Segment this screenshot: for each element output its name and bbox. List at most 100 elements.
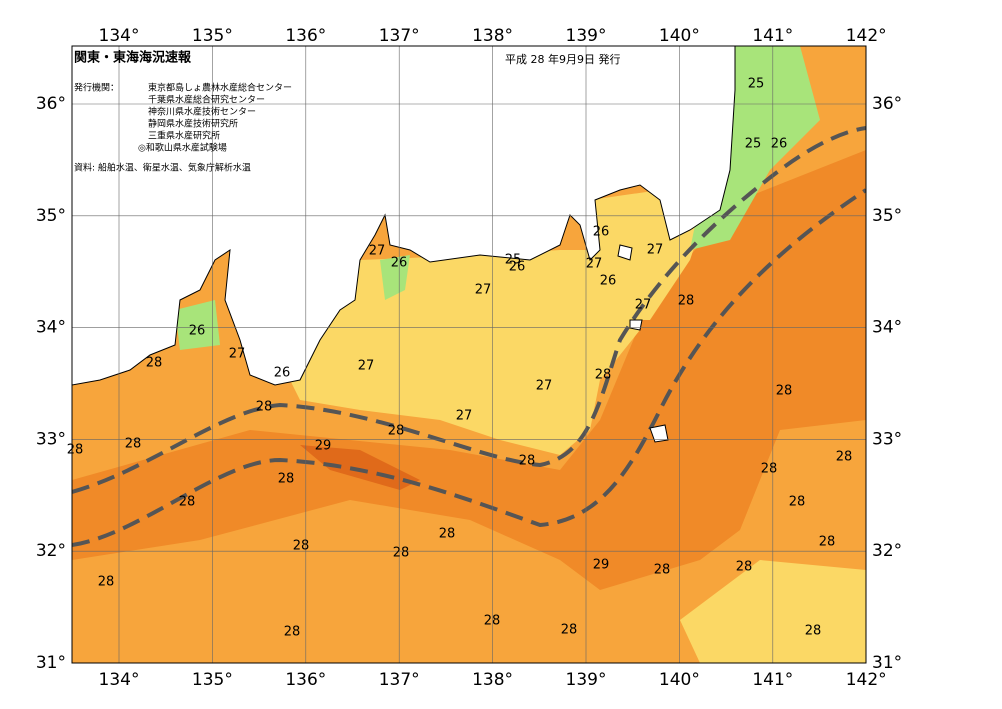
island: [649, 424, 669, 443]
current-axis: [72, 188, 866, 547]
current-axis: [72, 126, 866, 494]
isotherm-label: 26: [274, 366, 291, 381]
isotherm-label: 28: [125, 437, 142, 452]
lat-label: 33°: [36, 429, 66, 449]
lon-label: 136°: [285, 670, 326, 690]
graticule: [72, 46, 867, 664]
lon-label: 141°: [752, 26, 793, 46]
isotherm-label: 27: [647, 243, 664, 258]
isotherm-label: 27: [635, 298, 652, 313]
isotherm-label: 28: [561, 623, 578, 638]
isotherm-label: 28: [439, 527, 456, 542]
isotherm-label: 28: [819, 535, 836, 550]
isotherm-label: 28: [179, 495, 196, 510]
lat-label: 32°: [872, 541, 902, 561]
isotherm-label: 29: [315, 439, 332, 454]
issuer-label: 発行機関：: [74, 82, 119, 94]
isotherm-label: 28: [836, 450, 853, 465]
isotherm-label: 28: [293, 539, 310, 554]
isotherm-label: 28: [761, 462, 778, 477]
lon-label: 141°: [752, 670, 793, 690]
isotherm-label: 26: [593, 225, 610, 240]
isotherm-label: 27: [536, 379, 553, 394]
lat-label: 32°: [36, 541, 66, 561]
lon-label: 135°: [192, 26, 233, 46]
lon-label: 134°: [99, 26, 140, 46]
info-panel: 関東・東海海況速報 平成 28 年9月9日 発行 発行機関： 東京都島しょ農林水…: [74, 50, 620, 174]
lat-label: 34°: [872, 318, 902, 338]
lon-label: 138°: [472, 26, 513, 46]
issuer: 神奈川県水産技術センター: [148, 106, 256, 118]
isotherm-label: 28: [98, 575, 115, 590]
issue-date: 平成 28 年9月9日 発行: [505, 52, 620, 66]
isotherm-label: 27: [586, 257, 603, 272]
isotherm-label: 25: [748, 77, 765, 92]
lat-label: 33°: [872, 429, 902, 449]
lon-label: 135°: [192, 670, 233, 690]
isotherm-label: 29: [593, 558, 610, 573]
cold-water: [175, 300, 220, 350]
isotherm-label: 28: [393, 546, 410, 561]
lat-label: 31°: [36, 653, 66, 673]
frame: [71, 45, 867, 664]
lon-label: 140°: [659, 26, 700, 46]
isotherm-label: 27: [456, 409, 473, 424]
isotherm-label: 28: [278, 472, 295, 487]
island: [629, 319, 643, 331]
lat-label: 36°: [36, 94, 66, 114]
lon-label: 139°: [566, 26, 607, 46]
isotherm-label: 28: [789, 495, 806, 510]
isotherm-label: 28: [284, 625, 301, 640]
isotherm-label: 28: [595, 368, 612, 383]
lat-label: 36°: [872, 94, 902, 114]
lon-label: 140°: [659, 670, 700, 690]
isotherm-label: 28: [388, 424, 405, 439]
issuer: 静岡県水産技術研究所: [148, 118, 238, 130]
issuer: 東京都島しょ農林水産総合センター: [148, 82, 292, 94]
isotherm-label: 28: [678, 294, 695, 309]
isotherm-label: 26: [391, 256, 408, 271]
lat-label: 35°: [36, 206, 66, 226]
isotherm-label: 27: [358, 359, 375, 374]
isotherm-label: 25: [745, 137, 762, 152]
lon-label: 137°: [379, 26, 420, 46]
lat-label: 35°: [872, 206, 902, 226]
issuer: ◎和歌山県水産試験場: [138, 142, 227, 154]
lon-label: 142°: [846, 26, 887, 46]
lon-label: 142°: [846, 670, 887, 690]
lon-label: 137°: [379, 670, 420, 690]
island: [617, 244, 633, 261]
isotherm-label: 26: [771, 137, 788, 152]
source: 資料: 船舶水温、衛星水温、気象庁解析水温: [74, 162, 251, 174]
lon-label: 136°: [285, 26, 326, 46]
isotherm-label: 28: [67, 443, 84, 458]
cool-water: [290, 250, 640, 455]
cold-water: [380, 255, 410, 300]
issuer: 千葉県水産総合研究センター: [148, 94, 265, 106]
lon-label: 134°: [99, 670, 140, 690]
isotherm-label: 28: [776, 384, 793, 399]
isotherm-label: 28: [146, 356, 163, 371]
isotherm-label: 26: [600, 274, 617, 289]
lat-label: 34°: [36, 318, 66, 338]
isotherm-label: 28: [654, 563, 671, 578]
issuer: 三重県水産研究所: [148, 130, 220, 142]
isotherm-label: 26: [189, 324, 206, 339]
lon-label: 138°: [472, 670, 513, 690]
lon-label: 139°: [566, 670, 607, 690]
isotherm-label: 27: [475, 283, 492, 298]
lat-label: 31°: [872, 653, 902, 673]
warm-band: [72, 150, 866, 590]
isotherm-label: 28: [256, 400, 273, 415]
isotherm-label: 28: [736, 560, 753, 575]
isotherm-label: 27: [369, 244, 386, 259]
isotherm-label: 28: [519, 454, 536, 469]
isotherm-label: 28: [805, 624, 822, 639]
isotherm-label: 26: [509, 260, 526, 275]
isotherm-label: 28: [484, 614, 501, 629]
isotherm-label: 27: [229, 347, 246, 362]
isotherm-label: 25: [505, 253, 522, 268]
title: 関東・東海海況速報: [74, 50, 192, 66]
